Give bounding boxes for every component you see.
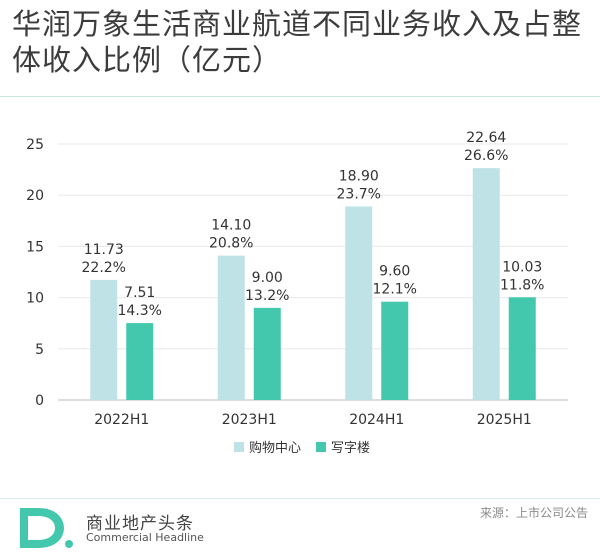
brand-name: 商业地产头条: [86, 514, 194, 534]
chart-title: 华润万象生活商业航道不同业务收入及占整体收入比例（亿元）: [12, 7, 583, 77]
data-label: 14.10: [211, 218, 251, 234]
data-label: 11.73: [84, 242, 124, 258]
brand-logo: [20, 508, 73, 548]
share-label: 20.8%: [209, 236, 253, 252]
source-note: 来源：上市公司公告: [479, 506, 588, 520]
share-label: 14.3%: [118, 303, 162, 319]
share-label: 13.2%: [245, 288, 289, 304]
data-label: 9.60: [379, 264, 410, 280]
y-tick-label: 10: [26, 291, 44, 307]
legend-swatch: [316, 442, 326, 452]
y-tick-label: 20: [26, 188, 44, 204]
bar: [90, 279, 118, 400]
legend-label: 写字楼: [331, 441, 370, 456]
x-tick-label: 2022H1: [94, 412, 149, 428]
data-label: 22.64: [466, 130, 506, 146]
data-label: 9.00: [252, 270, 283, 286]
bar: [345, 206, 373, 400]
y-tick-label: 0: [35, 393, 44, 409]
y-tick-label: 15: [26, 239, 44, 255]
data-label: 7.51: [124, 285, 155, 301]
bar: [217, 255, 245, 400]
bar: [381, 301, 409, 400]
share-label: 23.7%: [337, 186, 381, 202]
x-tick-label: 2025H1: [477, 412, 532, 428]
bar: [253, 307, 281, 400]
x-tick-label: 2023H1: [222, 412, 277, 428]
legend-swatch: [234, 442, 244, 452]
data-label: 18.90: [339, 168, 379, 184]
title-divider: [0, 96, 600, 97]
brand-name-en: Commercial Headline: [86, 531, 204, 544]
bar: [508, 297, 536, 400]
bar: [126, 323, 154, 400]
data-label: 10.03: [502, 259, 542, 275]
share-label: 22.2%: [82, 260, 126, 276]
y-tick-label: 25: [26, 137, 44, 153]
bar-chart: 0 5 10 15 20 25 2022H1 11.73 22.2% 7.51 14.3% 2023H…: [26, 130, 568, 456]
share-label: 26.6%: [464, 148, 508, 164]
legend-label: 购物中心: [249, 440, 301, 456]
y-tick-label: 5: [35, 342, 44, 358]
share-label: 12.1%: [373, 282, 417, 298]
x-tick-label: 2024H1: [349, 412, 404, 428]
share-label: 11.8%: [500, 277, 544, 293]
bar: [472, 168, 500, 400]
footer-divider: [0, 498, 600, 499]
